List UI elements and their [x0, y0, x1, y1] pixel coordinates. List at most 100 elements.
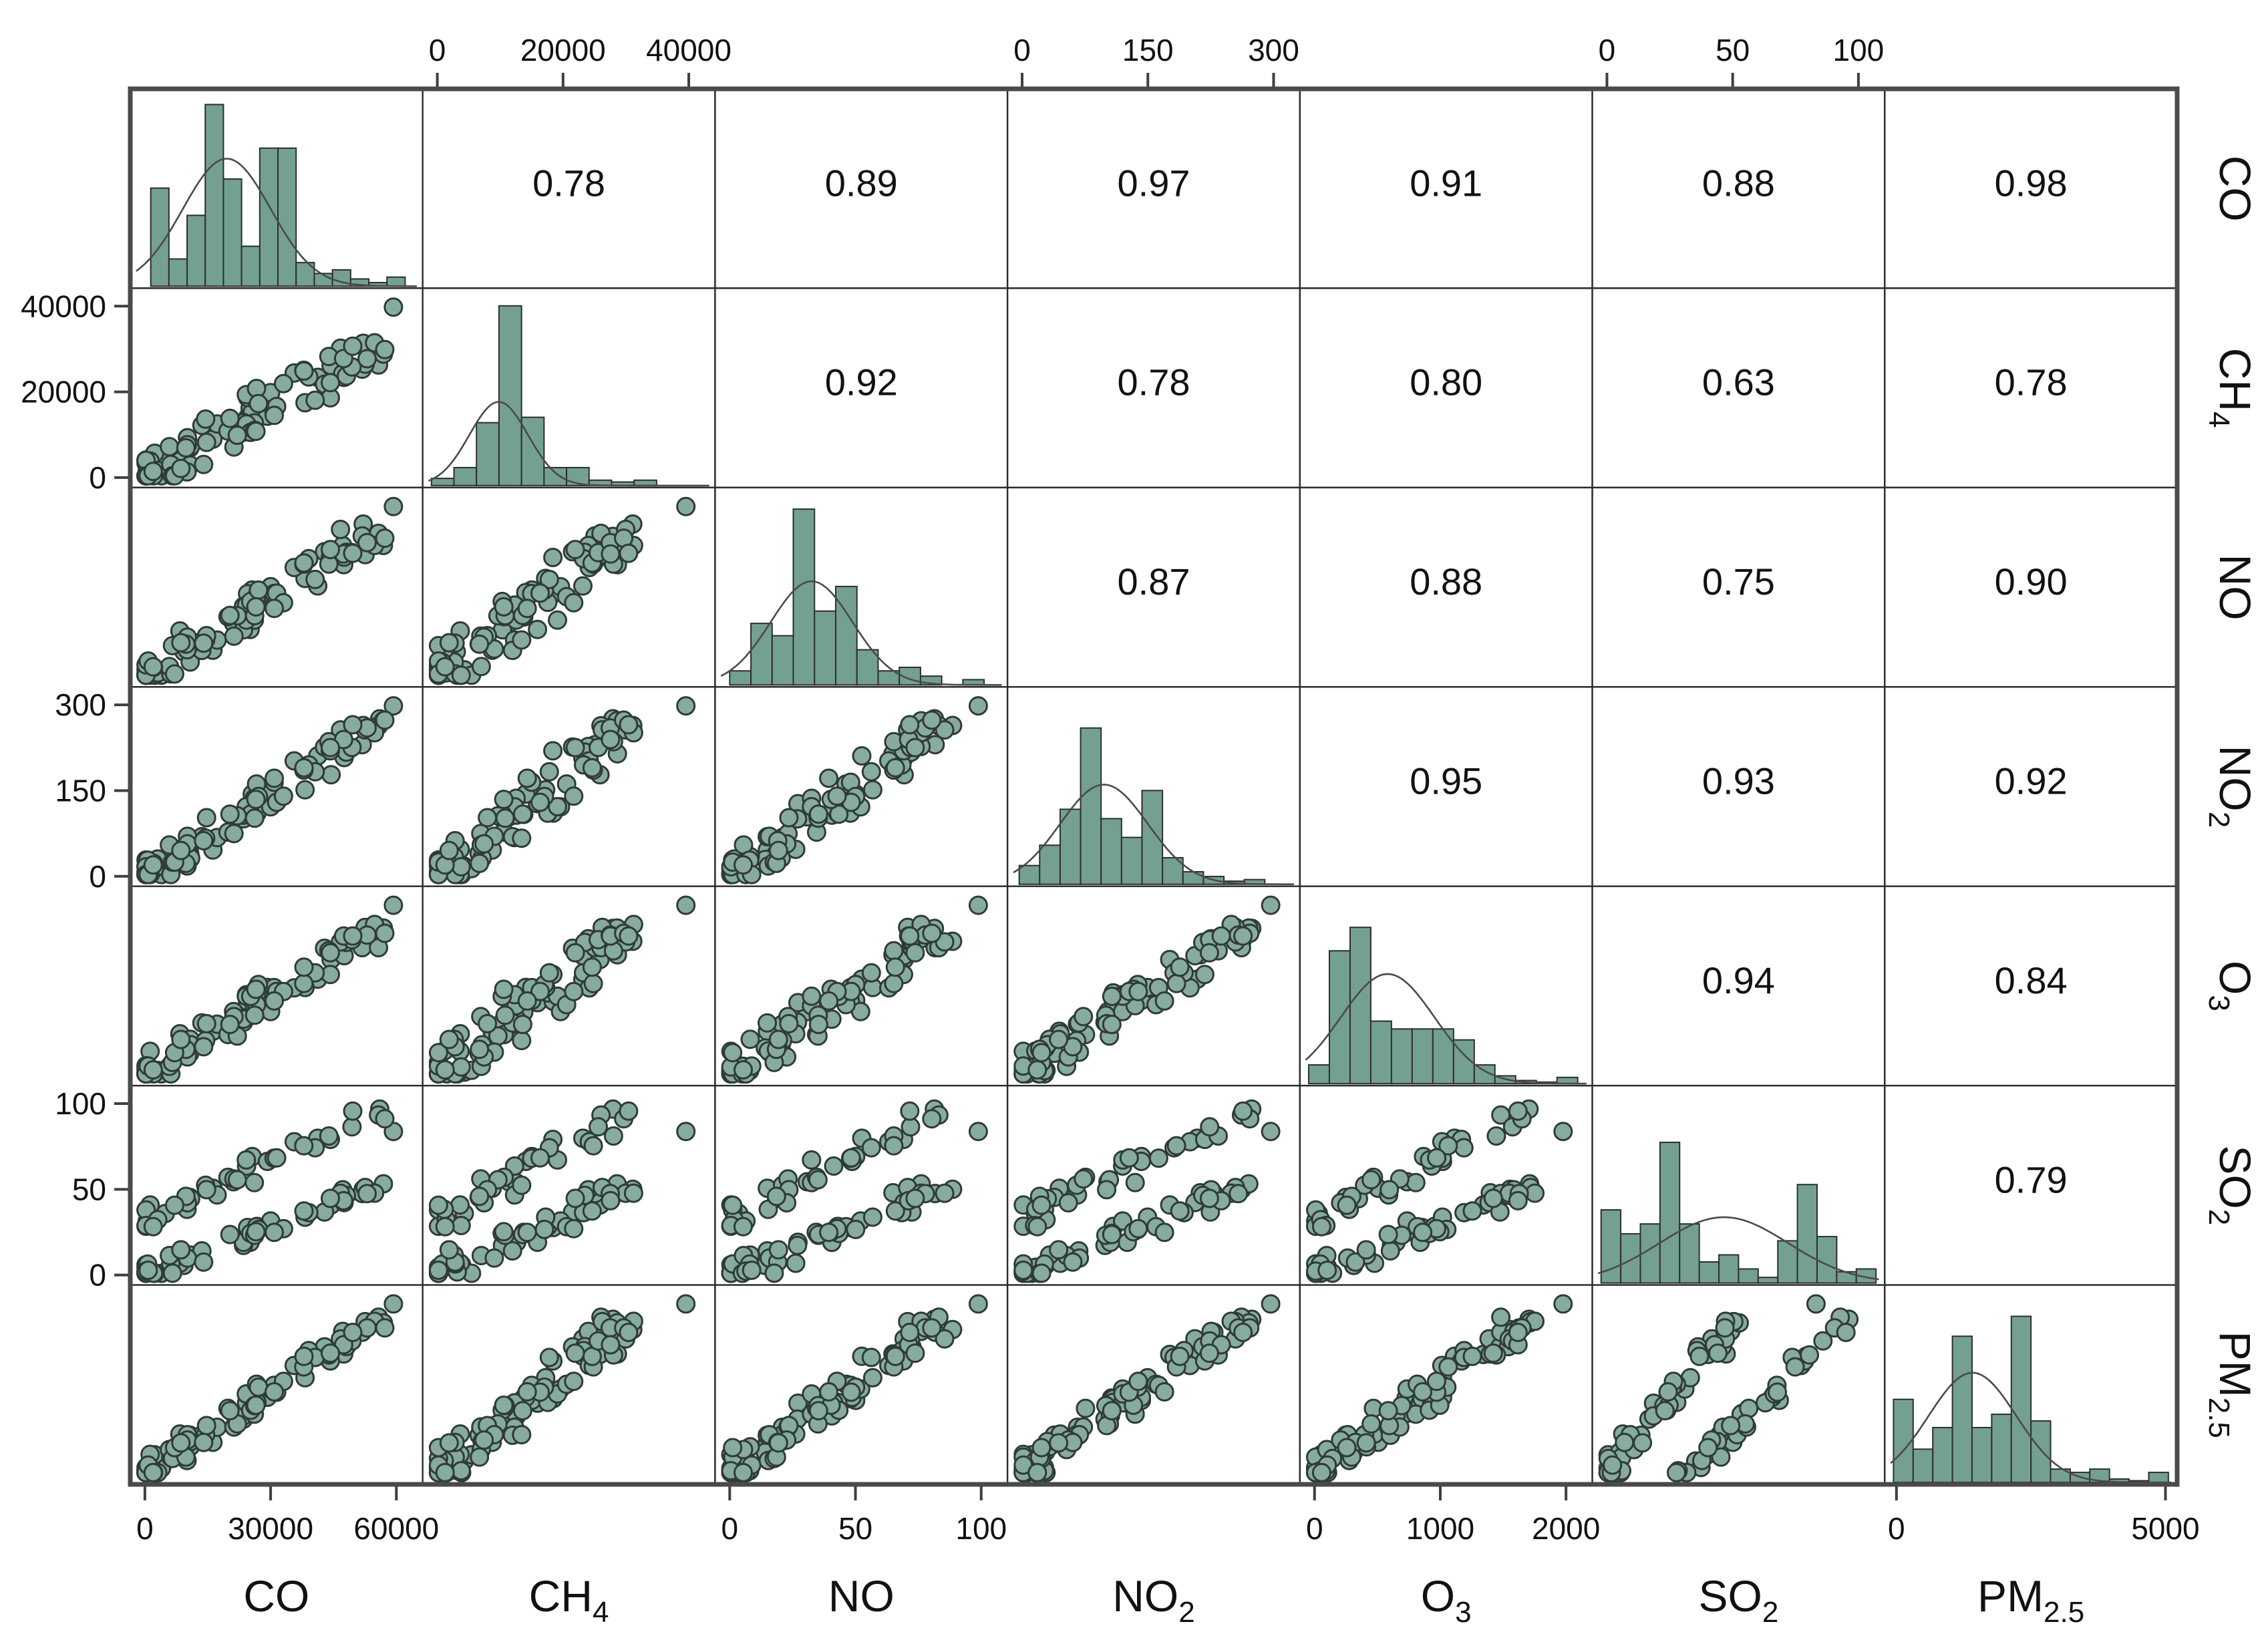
data-point	[512, 828, 532, 848]
data-point	[1378, 1225, 1398, 1245]
panel-NO2-NO2	[1006, 686, 1301, 887]
data-point	[451, 665, 471, 685]
data-point	[543, 741, 563, 761]
data-point	[1508, 1101, 1528, 1121]
data-point	[862, 1207, 882, 1227]
data-point	[846, 1219, 866, 1239]
data-point	[530, 1148, 550, 1168]
panel-NO-PM2.5: 0.90	[1884, 486, 2178, 688]
data-point	[196, 1013, 216, 1033]
data-point	[305, 569, 325, 589]
data-point	[220, 408, 240, 428]
data-point	[1154, 1222, 1174, 1243]
data-point	[968, 1294, 988, 1314]
hist-bar	[1018, 864, 1041, 885]
data-point	[922, 923, 942, 943]
density-curve	[136, 158, 417, 287]
data-point	[1836, 1323, 1856, 1342]
data-point	[583, 1136, 603, 1156]
hist-bar	[1777, 1240, 1798, 1284]
data-point	[196, 1180, 216, 1200]
data-point	[905, 738, 925, 758]
data-point	[922, 1318, 942, 1338]
data-point	[321, 1188, 340, 1208]
data-point	[530, 792, 550, 812]
scatter-SO2-vs-O3	[1306, 1099, 1573, 1283]
data-point	[470, 634, 490, 654]
data-point	[331, 520, 351, 539]
data-point	[196, 409, 216, 429]
tick-label-left-CH4: 0	[89, 460, 106, 495]
data-point	[245, 1172, 265, 1192]
data-point	[548, 797, 567, 816]
data-point	[357, 349, 377, 369]
data-point	[196, 808, 216, 828]
axis-label-right-CH4: CH4	[2203, 348, 2260, 428]
panel-border	[1884, 287, 2178, 489]
data-point	[623, 1183, 643, 1203]
panel-CH4-PM2.5: 0.78	[1884, 287, 2178, 489]
data-point	[1119, 1148, 1139, 1168]
data-point	[143, 657, 163, 677]
tick-label-bottom-NO: 0	[721, 1511, 739, 1546]
data-point	[1454, 1138, 1474, 1158]
data-point	[1166, 1136, 1186, 1156]
data-point	[1102, 1225, 1122, 1245]
data-point	[470, 1186, 490, 1206]
data-point	[194, 1432, 214, 1452]
data-point	[619, 543, 639, 563]
data-point	[1633, 1433, 1653, 1453]
corr-NO-NO2: 0.87	[1118, 560, 1190, 603]
scatter-NO2-vs-NO	[721, 696, 988, 884]
data-point	[802, 986, 822, 1006]
data-point	[676, 895, 696, 915]
corr-CO-SO2: 0.88	[1702, 162, 1775, 204]
data-point	[589, 1117, 608, 1137]
data-point	[601, 729, 621, 750]
data-point	[321, 738, 340, 758]
hist-bar	[1738, 1268, 1759, 1284]
data-point	[265, 991, 284, 1011]
data-point	[1380, 1241, 1400, 1261]
panel-NO2-O3: 0.95	[1299, 686, 1593, 887]
scatter-CH4-vs-CO	[136, 297, 403, 486]
corr-O3-PM2.5: 0.84	[1995, 959, 2068, 1001]
data-point	[171, 1240, 191, 1260]
tick-label-bottom-CO: 60000	[353, 1511, 439, 1546]
hist-bar	[240, 245, 261, 287]
panel-PM2.5-NO	[714, 1284, 1009, 1486]
hist-bar	[2010, 1315, 2032, 1483]
data-point	[1199, 1343, 1219, 1363]
data-point	[1311, 1216, 1331, 1237]
hist-bar	[2148, 1472, 2169, 1484]
data-point	[1102, 1015, 1122, 1034]
data-point	[819, 991, 839, 1011]
tick-label-bottom-PM2.5: 0	[1888, 1511, 1905, 1546]
panel-CH4-O3: 0.80	[1299, 287, 1593, 489]
data-point	[1148, 1148, 1168, 1168]
panel-border	[1591, 88, 1886, 289]
data-point	[922, 1109, 942, 1129]
histogram-PM2.5	[1890, 1315, 2172, 1484]
tick-label-bottom-CO: 0	[136, 1511, 154, 1546]
data-point	[162, 1263, 182, 1283]
data-point	[1508, 1190, 1528, 1210]
data-point	[474, 1430, 494, 1450]
panel-SO2-CO	[129, 1084, 424, 1286]
data-point	[273, 373, 293, 393]
data-point	[470, 1039, 490, 1060]
scatter-O3-vs-CO	[136, 895, 403, 1084]
panel-CH4-NO: 0.92	[714, 287, 1009, 489]
data-point	[1128, 1218, 1148, 1239]
data-point	[1031, 1043, 1051, 1063]
hist-bar	[729, 670, 752, 686]
corr-CH4-O3: 0.80	[1410, 361, 1482, 403]
tick-label-top-NO2: 300	[1248, 33, 1299, 67]
hist-bar	[520, 416, 545, 486]
data-point	[768, 1240, 788, 1260]
data-point	[220, 1225, 240, 1245]
data-point	[171, 840, 191, 860]
data-point	[779, 808, 799, 828]
data-point	[1027, 1060, 1047, 1080]
hist-bar	[386, 276, 406, 287]
